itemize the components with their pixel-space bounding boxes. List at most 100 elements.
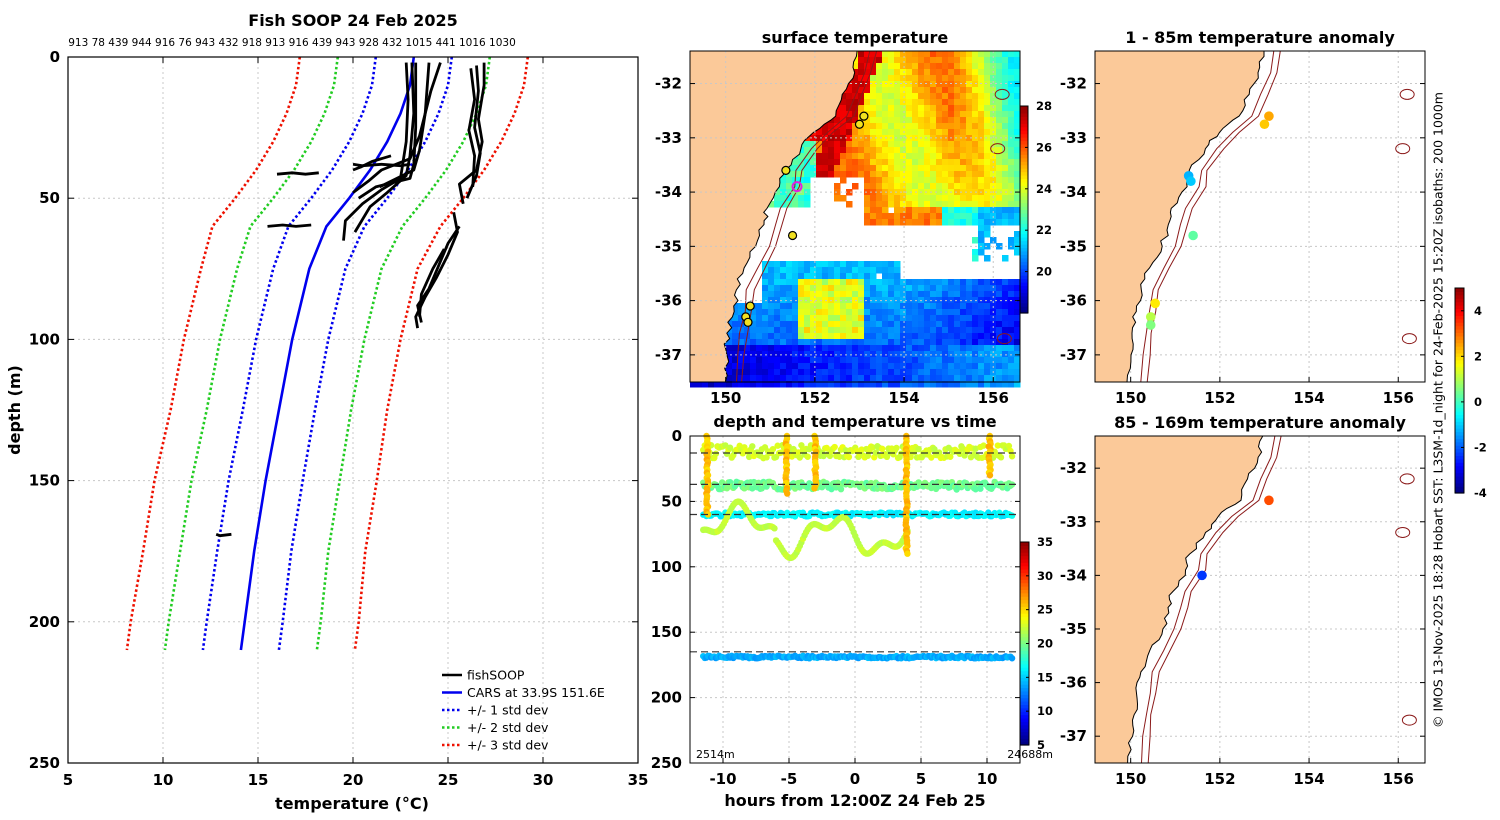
sst-pixel [882, 93, 889, 100]
colorbar-segment [1455, 352, 1464, 357]
series-line-std3 [353, 56, 530, 651]
sst-pixel [954, 363, 961, 370]
sst-pixel [978, 57, 985, 64]
sst-pixel [1014, 381, 1021, 388]
sst-pixel [984, 63, 991, 70]
sst-pixel [846, 339, 853, 346]
sst-pixel [786, 279, 793, 286]
sst-pixel [1014, 339, 1021, 346]
sst-pixel [798, 351, 805, 358]
sst-pixel [744, 363, 751, 370]
sst-pixel [924, 177, 931, 184]
y-tick-label: -37 [1060, 346, 1087, 364]
sst-pixel [822, 147, 829, 154]
sst-pixel [864, 189, 871, 196]
sst-pixel [984, 309, 991, 316]
sst-pixel [960, 291, 967, 298]
time-data-point [1008, 512, 1016, 519]
sst-pixel [984, 87, 991, 94]
colorbar-segment [1020, 707, 1029, 712]
sst-pixel [726, 339, 733, 346]
colorbar-segment [1020, 123, 1028, 128]
colorbar-segment [1455, 298, 1464, 303]
sst-pixel [930, 189, 937, 196]
sst-pixel [918, 153, 925, 160]
colorbar-segment [1020, 548, 1029, 553]
sst-pixel [864, 141, 871, 148]
sst-pixel [900, 219, 907, 226]
sst-pixel [954, 159, 961, 166]
sst-pixel [918, 165, 925, 172]
sst-pixel [846, 201, 853, 208]
sst-pixel [804, 351, 811, 358]
sst-pixel [966, 339, 973, 346]
cars-location-marker [791, 181, 803, 193]
sst-pixel [978, 339, 985, 346]
colorbar-label: 26 [1036, 140, 1052, 154]
colorbar-segment [1455, 380, 1464, 385]
sst-pixel [1014, 375, 1021, 382]
sst-pixel [912, 117, 919, 124]
sst-pixel [864, 207, 871, 214]
sst-pixel [792, 261, 799, 268]
sst-pixel [900, 207, 907, 214]
sst-pixel [936, 369, 943, 376]
sst-pixel [942, 327, 949, 334]
sst-pixel [942, 141, 949, 148]
sst-pixel [786, 183, 793, 190]
series-line-fishsoop [267, 223, 312, 228]
sst-pixel [864, 87, 871, 94]
sst-pixel [858, 141, 865, 148]
sst-pixel [846, 357, 853, 364]
sst-pixel [924, 183, 931, 190]
sst-pixel [756, 381, 763, 388]
sst-pixel [858, 351, 865, 358]
sst-pixel [780, 297, 787, 304]
sst-pixel [780, 195, 787, 202]
sst-pixel [900, 63, 907, 70]
sst-pixel [984, 297, 991, 304]
colorbar-segment [1455, 329, 1464, 334]
sst-pixel [978, 111, 985, 118]
sst-pixel [954, 123, 961, 130]
time-data-point [704, 511, 712, 518]
sst-pixel [930, 177, 937, 184]
sst-pixel [894, 135, 901, 142]
sst-pixel [774, 195, 781, 202]
colorbar-segment [1020, 106, 1028, 111]
sst-pixel [906, 153, 913, 160]
x-tick-label: 150 [1115, 770, 1146, 788]
sst-pixel [828, 291, 835, 298]
sst-pixel [894, 153, 901, 160]
y-tick-label: -32 [655, 75, 682, 93]
sst-pixel [930, 123, 937, 130]
sst-pixel [792, 363, 799, 370]
sst-pixel [798, 369, 805, 376]
sst-pixel [786, 267, 793, 274]
sst-pixel [846, 105, 853, 112]
sst-pixel [960, 345, 967, 352]
sst-pixel [870, 369, 877, 376]
time-data-point [845, 453, 853, 461]
sst-pixel [948, 219, 955, 226]
x-axis-label: hours from 12:00Z 24 Feb 25 [724, 791, 985, 810]
sst-pixel [732, 321, 739, 328]
sst-pixel [948, 123, 955, 130]
time-data-point [928, 454, 935, 461]
sst-pixel [948, 63, 955, 70]
sst-pixel [906, 171, 913, 178]
sst-pixel [996, 363, 1003, 370]
sst-pixel [960, 213, 967, 220]
sst-pixel [906, 381, 913, 388]
sst-pixel [906, 291, 913, 298]
sst-pixel [978, 219, 985, 226]
anomaly-point [1264, 495, 1274, 506]
sst-pixel [756, 363, 763, 370]
anomaly-point [1150, 298, 1161, 309]
sst-pixel [864, 381, 871, 388]
sst-pixel [906, 159, 913, 166]
colorbar-segment [1020, 247, 1028, 252]
sst-pixel [996, 69, 1003, 76]
sst-pixel [870, 165, 877, 172]
sst-pixel [954, 81, 961, 88]
